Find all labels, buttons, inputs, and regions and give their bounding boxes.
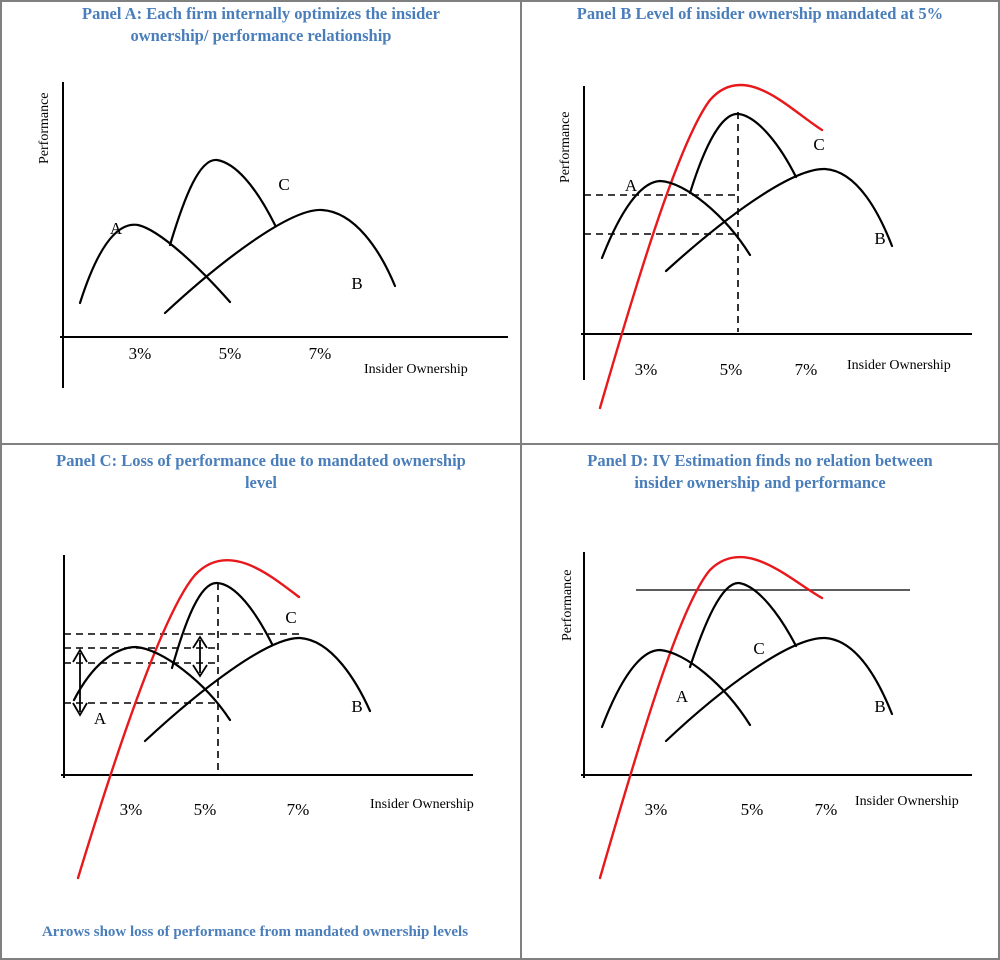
panel-b-tick-3: 3% [635, 360, 658, 379]
panel-b-curve-c [688, 112, 798, 195]
panel-c-arrow-a [72, 648, 88, 717]
panel-d-label-c: C [753, 639, 764, 658]
panel-a-title-line1: Panel A: Each firm internally optimizes … [82, 4, 440, 23]
panel-d-xlabel: Insider Ownership [855, 794, 959, 809]
panel-a-title-line2: ownership/ performance relationship [131, 26, 392, 45]
panel-d-label-b: B [874, 697, 885, 716]
panel-c-note: Arrows show loss of performance from man… [42, 924, 468, 940]
panel-c-red-curve [76, 559, 301, 880]
panel-a-curve-a [78, 223, 232, 305]
panel-a-label-b: B [351, 274, 362, 293]
panel-d-ylabel: Performance [560, 569, 575, 641]
panel-d-curve-a [600, 648, 752, 729]
panel-c-tick-5: 5% [194, 800, 217, 819]
panel-c-xlabel: Insider Ownership [370, 797, 474, 812]
panel-c-tick-7: 7% [287, 800, 310, 819]
panel-a-curve-c [168, 158, 277, 247]
panel-c-title-line1: Panel C: Loss of performance due to mand… [56, 451, 466, 470]
panel-b-tick-7: 7% [795, 360, 818, 379]
panel-a: Panel A: Each firm internally optimizes … [37, 4, 508, 388]
panel-c-label-c: C [285, 608, 296, 627]
panel-b-xlabel: Insider Ownership [847, 358, 951, 373]
panel-a-curve-b [163, 208, 397, 315]
panel-d-curve-b [664, 636, 894, 743]
panel-c: Panel C: Loss of performance due to mand… [42, 451, 474, 940]
panel-a-label-a: A [110, 219, 123, 238]
panel-b-title: Panel B Level of insider ownership manda… [577, 4, 943, 23]
panel-b: Panel B Level of insider ownership manda… [558, 4, 972, 410]
panel-b-ylabel: Performance [558, 111, 573, 183]
panel-b-label-a: A [625, 176, 638, 195]
panel-a-ylabel: Performance [37, 92, 52, 164]
panel-d-tick-3: 3% [645, 800, 668, 819]
panel-c-curve-b [143, 636, 372, 743]
panel-d-title-line1: Panel D: IV Estimation finds no relation… [587, 451, 932, 470]
panel-d: Panel D: IV Estimation finds no relation… [560, 451, 972, 880]
panel-b-label-b: B [874, 229, 885, 248]
panel-a-tick-3: 3% [129, 344, 152, 363]
panel-c-title-line2: level [245, 473, 277, 492]
panel-d-label-a: A [676, 687, 689, 706]
panel-a-xlabel: Insider Ownership [364, 362, 468, 377]
panel-b-curve-b [664, 167, 894, 273]
panel-d-curve-c [688, 581, 798, 669]
panel-c-arrow-c [192, 635, 208, 678]
panel-a-tick-5: 5% [219, 344, 242, 363]
panel-a-tick-7: 7% [309, 344, 332, 363]
panel-d-red-curve [598, 556, 824, 880]
panel-c-tick-3: 3% [120, 800, 143, 819]
panel-d-tick-7: 7% [815, 800, 838, 819]
panel-c-curve-c [170, 581, 274, 670]
panel-b-tick-5: 5% [720, 360, 743, 379]
panel-d-title-line2: insider ownership and performance [634, 473, 885, 492]
panel-b-red-curve [598, 83, 824, 410]
panel-a-label-c: C [278, 175, 289, 194]
panel-d-tick-5: 5% [741, 800, 764, 819]
panel-b-label-c: C [813, 135, 824, 154]
panel-c-label-b: B [351, 697, 362, 716]
panel-c-label-a: A [94, 709, 107, 728]
